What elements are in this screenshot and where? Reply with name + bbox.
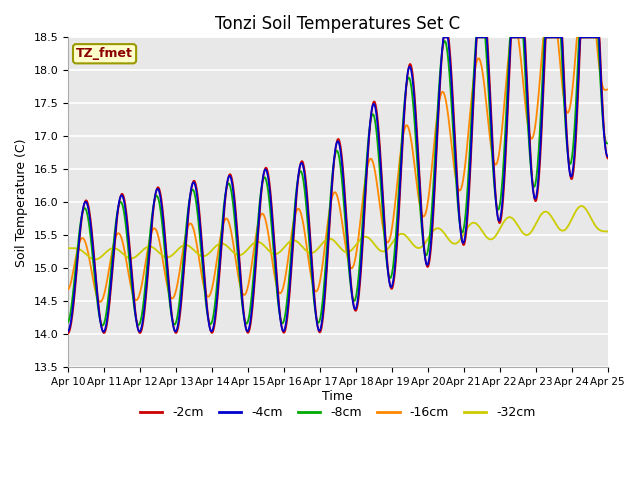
Text: TZ_fmet: TZ_fmet xyxy=(76,47,133,60)
Legend: -2cm, -4cm, -8cm, -16cm, -32cm: -2cm, -4cm, -8cm, -16cm, -32cm xyxy=(135,401,541,424)
Title: Tonzi Soil Temperatures Set C: Tonzi Soil Temperatures Set C xyxy=(215,15,460,33)
X-axis label: Time: Time xyxy=(323,390,353,403)
Y-axis label: Soil Temperature (C): Soil Temperature (C) xyxy=(15,138,28,266)
